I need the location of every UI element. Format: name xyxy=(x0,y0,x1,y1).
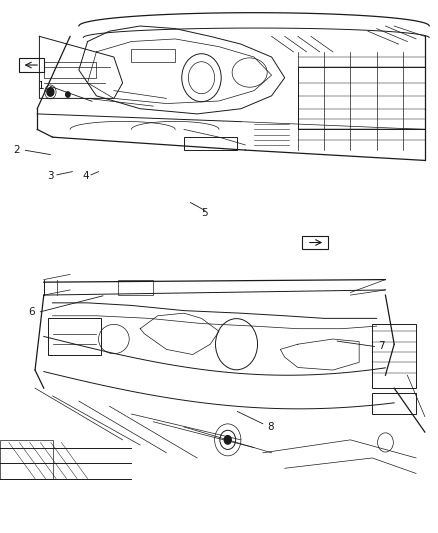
Bar xyxy=(0,440,53,479)
Circle shape xyxy=(224,435,231,444)
Text: 2: 2 xyxy=(13,146,20,155)
Circle shape xyxy=(66,92,70,97)
Bar xyxy=(372,393,416,414)
Text: 1: 1 xyxy=(38,82,45,91)
Bar xyxy=(298,67,425,130)
Bar xyxy=(131,49,175,62)
Text: 6: 6 xyxy=(28,307,35,317)
Bar xyxy=(372,324,416,388)
Circle shape xyxy=(47,87,54,96)
Text: 8: 8 xyxy=(267,423,274,432)
Bar xyxy=(118,280,153,295)
Text: 4: 4 xyxy=(82,171,89,181)
Bar xyxy=(44,62,96,78)
Text: 3: 3 xyxy=(47,171,54,181)
Bar xyxy=(184,137,237,150)
Bar xyxy=(48,318,101,354)
Text: 7: 7 xyxy=(378,342,385,351)
Text: 5: 5 xyxy=(201,208,208,218)
